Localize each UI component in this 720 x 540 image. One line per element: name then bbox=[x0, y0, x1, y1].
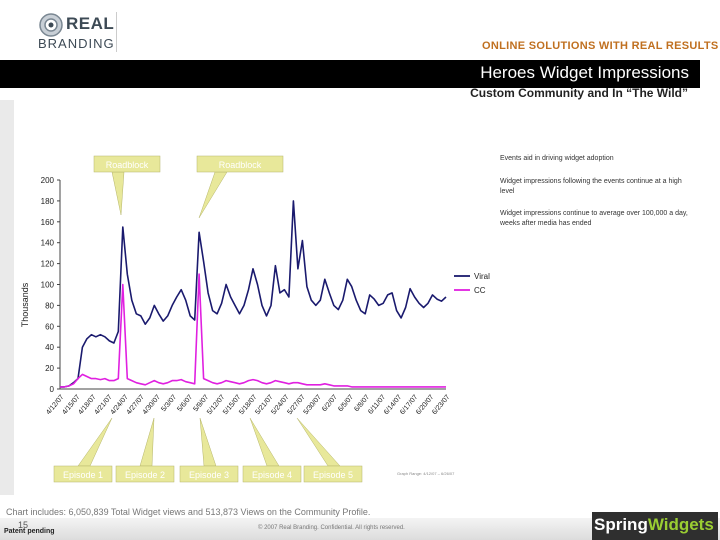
legend-label-viral: Viral bbox=[474, 272, 490, 281]
roadblock-callout-box bbox=[196, 155, 284, 173]
episode-callout-label: Episode 4 bbox=[252, 470, 292, 480]
episode-callout-box bbox=[53, 465, 113, 483]
brand-spring: Spring bbox=[594, 515, 648, 534]
y-axis-label: Thousands bbox=[20, 282, 30, 327]
note-average-impressions: Widget impressions continue to average o… bbox=[500, 210, 688, 227]
y-tick-label: 120 bbox=[41, 260, 55, 269]
springwidgets-wordmark: SpringWidgets bbox=[594, 515, 714, 535]
page-number: 15 bbox=[18, 520, 29, 530]
y-tick-label: 0 bbox=[50, 385, 55, 394]
y-tick-label: 40 bbox=[45, 343, 54, 352]
series-line-cc bbox=[60, 273, 446, 388]
episode-callout-box bbox=[242, 465, 302, 483]
slide-subtitle: Custom Community and In “The Wild” bbox=[470, 86, 688, 100]
legend-box bbox=[450, 266, 496, 298]
y-tick-label: 140 bbox=[41, 239, 55, 248]
roadblock-callout-label: Roadblock bbox=[219, 160, 262, 170]
episode-callout-label: Episode 2 bbox=[125, 470, 165, 480]
logo-real-text: REAL bbox=[66, 14, 115, 33]
plot-background bbox=[14, 148, 494, 498]
episode-callout-label: Episode 3 bbox=[189, 470, 229, 480]
y-tick-label: 20 bbox=[45, 364, 54, 373]
chart-summary: Chart includes: 6,050,839 Total Widget v… bbox=[6, 507, 371, 517]
springwidgets-logo bbox=[592, 512, 718, 540]
y-tick-label: 80 bbox=[45, 301, 54, 310]
logo-branding-text: BRANDING bbox=[38, 36, 115, 51]
y-tick-label: 60 bbox=[45, 322, 54, 331]
y-tick-label: 160 bbox=[41, 218, 55, 227]
y-tick-label: 100 bbox=[41, 281, 55, 290]
left-panel bbox=[0, 100, 14, 495]
patent-pending: Patent pending bbox=[4, 528, 55, 535]
note-event-adoption: Events aid in driving widget adoption bbox=[500, 155, 614, 162]
episode-callout-box bbox=[115, 465, 175, 483]
slide-title: Heroes Widget Impressions bbox=[480, 63, 689, 82]
real-branding-logo-icon bbox=[39, 13, 63, 37]
graph-range: Graph Range: 4/12/07 – 6/26/07 bbox=[397, 471, 455, 476]
series-line-viral bbox=[60, 200, 447, 388]
note-post-event-impressions: Widget impressions following the events … bbox=[500, 178, 682, 195]
title-bar bbox=[0, 60, 700, 88]
logo-separator bbox=[116, 12, 117, 52]
roadblock-callout-box bbox=[93, 155, 161, 173]
footer-bar bbox=[0, 518, 720, 540]
episode-callout-label: Episode 5 bbox=[313, 470, 353, 480]
brand-widgets: Widgets bbox=[647, 515, 714, 534]
roadblock-callout-label: Roadblock bbox=[106, 160, 149, 170]
episode-callout-label: Episode 1 bbox=[63, 470, 103, 480]
episode-callout-box bbox=[303, 465, 363, 483]
legend-label-cc: CC bbox=[474, 286, 486, 295]
y-tick-label: 180 bbox=[41, 197, 55, 206]
tagline: ONLINE SOLUTIONS WITH REAL RESULTS bbox=[482, 40, 719, 52]
y-tick-label: 200 bbox=[41, 176, 55, 185]
copyright: © 2007 Real Branding. Confidential. All … bbox=[258, 525, 405, 531]
episode-callout-box bbox=[179, 465, 239, 483]
